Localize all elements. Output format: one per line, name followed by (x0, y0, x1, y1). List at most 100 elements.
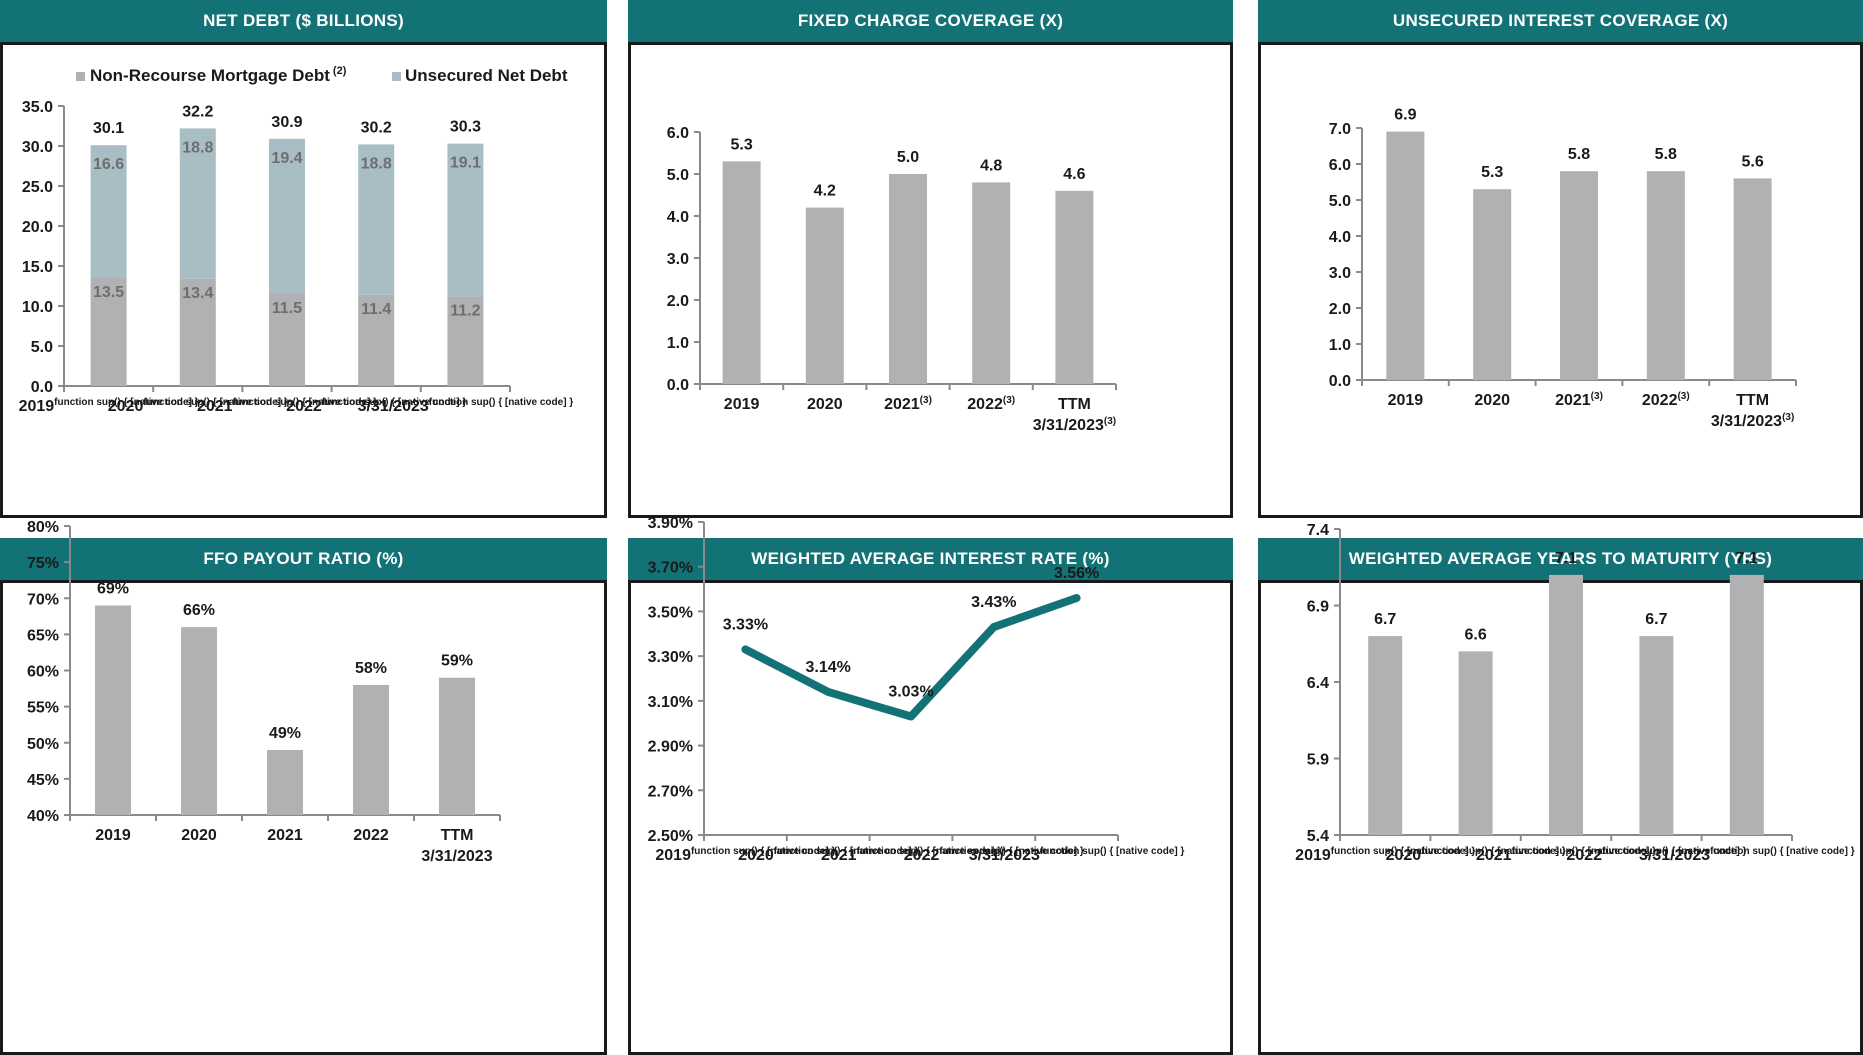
footnote-sup: function sup() { [native code] } (429, 397, 574, 408)
bar (1646, 171, 1685, 380)
bar-unsecured-debt (447, 143, 484, 297)
data-label: 5.8 (1568, 146, 1590, 163)
x-tick-label: 2020 (181, 827, 217, 844)
data-label-total: 30.3 (450, 119, 481, 136)
data-label: 3.43% (971, 594, 1016, 611)
bar (1729, 574, 1764, 835)
y-tick-label: 3.0 (667, 251, 689, 268)
data-label: 3.56% (1054, 565, 1099, 582)
y-tick-label: 6.4 (1307, 675, 1329, 692)
y-tick-label: 0.0 (31, 379, 53, 396)
data-label-total: 30.2 (361, 119, 392, 136)
unsecured-interest-panel: UNSECURED INTEREST COVERAGE (X) 0.0 1.0 2.… (1258, 0, 1863, 518)
data-label: 66% (183, 602, 215, 619)
y-tick-label: 6.9 (1307, 599, 1329, 616)
y-tick-label: 60% (27, 664, 59, 681)
y-tick-label: 50% (27, 736, 59, 753)
data-label: 6.7 (1645, 611, 1667, 628)
x-tick-label: TTM (1058, 396, 1091, 413)
x-tick-label: TTM (441, 827, 474, 844)
net-debt-title: NET DEBT ($ BILLIONS) (0, 0, 607, 42)
bar (181, 627, 217, 815)
bar (1055, 190, 1094, 384)
data-label: 6.9 (1394, 107, 1416, 124)
bar (1560, 171, 1598, 380)
footnote-sup: (3) (1104, 416, 1116, 427)
y-tick-label: 5.9 (1307, 752, 1329, 769)
y-tick-label: 2.50% (648, 828, 693, 845)
y-tick-label: 3.30% (648, 649, 693, 666)
data-point (825, 688, 832, 695)
interest-rate-title: WEIGHTED AVERAGE INTEREST RATE (%) (628, 538, 1233, 580)
years-maturity-panel: WEIGHTED AVERAGE YEARS TO MATURITY (YRS)… (1258, 522, 1863, 1055)
bar-mortgage-debt (358, 294, 395, 386)
x-tick-label: 2022(3) (967, 395, 1015, 413)
footnote-sup: function sup() { [native code] } (1710, 846, 1855, 857)
data-point (742, 646, 749, 653)
years-maturity-title: WEIGHTED AVERAGE YEARS TO MATURITY (YRS) (1258, 538, 1863, 580)
bar (1639, 636, 1674, 835)
footnote-sup: function sup() { [native code] } (939, 846, 1084, 857)
y-tick-label: 5.0 (31, 339, 53, 356)
data-label-mortgage: 11.5 (272, 300, 302, 317)
legend-label-mortgage: Non-Recourse Mortgage Debt (2) (90, 65, 347, 85)
y-tick-label: 4.0 (1329, 229, 1351, 246)
data-label: 4.6 (1063, 166, 1085, 183)
bar-mortgage-debt (90, 278, 127, 386)
y-tick-label: 0.0 (667, 377, 689, 394)
data-label-total: 30.1 (93, 120, 124, 137)
y-tick-label: 0.0 (1329, 373, 1351, 390)
data-label-mortgage: 11.2 (450, 302, 480, 319)
data-label: 5.6 (1741, 153, 1763, 170)
fixed-charge-panel: FIXED CHARGE COVERAGE (X) 0.0 1.0 2.0 3.0 4.… (628, 0, 1233, 518)
y-tick-label: 7.0 (1329, 121, 1351, 138)
x-tick-label: 2020 (1474, 392, 1510, 409)
bar (439, 677, 475, 815)
bar-unsecured-debt (269, 138, 305, 294)
data-label-mortgage: 13.5 (93, 284, 124, 301)
data-label-unsecured: 18.8 (361, 155, 392, 172)
footnote-sup: (3) (1003, 395, 1015, 406)
x-tick-label: 2021(3) (884, 395, 932, 413)
x-tick-label: 2020 (807, 396, 843, 413)
data-label: 49% (269, 725, 301, 742)
net-debt-chart: 0.05.010.015.020.025.030.035.02019functi… (19, 65, 574, 415)
x-tick-label: 2019 (95, 827, 131, 844)
footnote-sup: function sup() { [native code] } (233, 397, 378, 408)
footnote-sup: function sup() { [native code] } (143, 397, 288, 408)
data-point (1073, 595, 1080, 602)
footnote-sup: (3) (920, 395, 932, 406)
bar (889, 174, 927, 384)
bar-mortgage-debt (269, 294, 305, 386)
y-tick-label: 1.0 (1329, 337, 1351, 354)
y-tick-label: 25.0 (22, 179, 53, 196)
unsecured-interest-chart: 0.0 1.0 2.0 3.0 4.0 5.0 6.0 7.0 2019 2020 2021(3) 2… (1329, 107, 1797, 430)
y-tick-label: 3.70% (648, 560, 693, 577)
data-point (908, 713, 914, 720)
y-tick-label: 6.0 (1329, 157, 1351, 174)
bar (1473, 189, 1512, 380)
y-tick-label: 6.0 (667, 125, 689, 142)
data-point (990, 624, 997, 631)
bar (267, 749, 303, 815)
bar (1368, 636, 1403, 835)
x-tick-label: 2019 (1388, 392, 1424, 409)
data-label: 3.33% (723, 616, 768, 633)
x-tick-label: 3/31/2023function sup() { [native code] … (1639, 846, 1855, 864)
interest-rate-chart: 2.50% 2.70% 2.90% 3.10% 3.30% 3.50% 3.70% 3.90%… (648, 515, 1185, 864)
data-label-mortgage: 11.4 (361, 301, 391, 318)
bar-unsecured-debt (358, 144, 395, 295)
bar-unsecured-debt (179, 128, 216, 279)
unsecured-interest-title: UNSECURED INTEREST COVERAGE (X) (1258, 0, 1863, 42)
legend-footnote: (2) (333, 65, 347, 77)
bar (972, 182, 1011, 384)
x-tick-label: 3/31/2023(3) (1033, 416, 1116, 434)
bar (95, 605, 131, 815)
y-tick-label: 65% (27, 627, 59, 644)
data-label-unsecured: 18.8 (182, 139, 213, 156)
footnote-sup: function sup() { [native code] } (774, 846, 919, 857)
footnote-sup: (3) (1677, 391, 1689, 402)
y-tick-label: 45% (27, 772, 59, 789)
x-tick-label: 2021(3) (1555, 391, 1603, 409)
data-label: 5.8 (1655, 146, 1677, 163)
